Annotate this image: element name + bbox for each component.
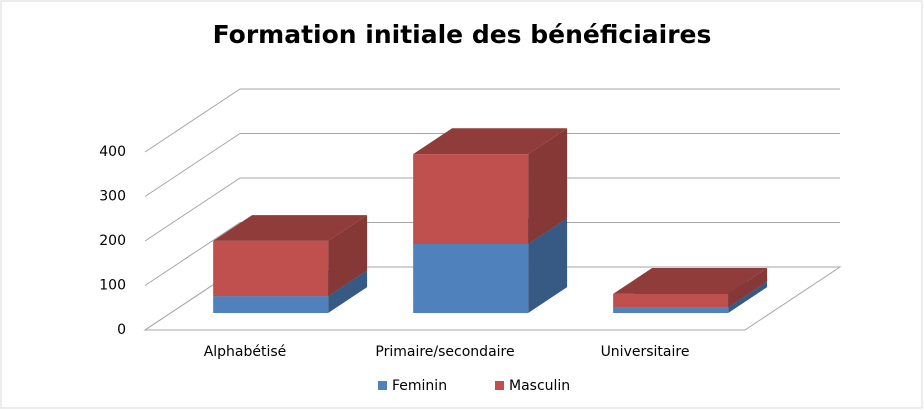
y-tick-label: 200 xyxy=(99,233,126,249)
y-tick-label: 300 xyxy=(99,189,126,205)
y-tick-label: 0 xyxy=(117,322,126,338)
bar-front xyxy=(613,293,729,308)
bar-side xyxy=(528,218,568,313)
legend-label: Masculin xyxy=(509,378,570,394)
bar-segment xyxy=(413,128,568,245)
grid-line xyxy=(144,133,840,197)
y-tick-label: 400 xyxy=(99,144,126,160)
legend-swatch xyxy=(495,381,504,390)
grid-line xyxy=(144,222,840,286)
bar-segment xyxy=(213,215,368,297)
y-tick-label: 100 xyxy=(99,278,126,294)
floor xyxy=(143,266,842,331)
grid-line xyxy=(144,88,840,153)
x-tick-label: Alphabétisé xyxy=(204,344,287,360)
grid-line xyxy=(144,177,840,242)
legend-label: Feminin xyxy=(392,378,447,394)
bar-side xyxy=(728,281,768,313)
x-tick-label: Universitaire xyxy=(601,344,690,360)
bar-front xyxy=(613,307,729,313)
bar-front xyxy=(213,296,329,313)
x-tick-label: Primaire/secondaire xyxy=(375,344,514,360)
legend-swatch xyxy=(378,381,387,390)
bar-side xyxy=(728,268,768,308)
chart-title: Formation initiale des bénéficiaires xyxy=(213,20,712,49)
bar-front xyxy=(413,154,529,245)
bar-top xyxy=(213,215,368,241)
bar-segment xyxy=(613,268,768,308)
bar-top xyxy=(613,268,768,294)
bar-side xyxy=(528,128,568,245)
bar-front xyxy=(413,244,529,313)
bar-front xyxy=(213,240,329,297)
bar-side xyxy=(328,270,368,313)
bar-side xyxy=(328,215,368,297)
bar-top xyxy=(413,128,568,155)
